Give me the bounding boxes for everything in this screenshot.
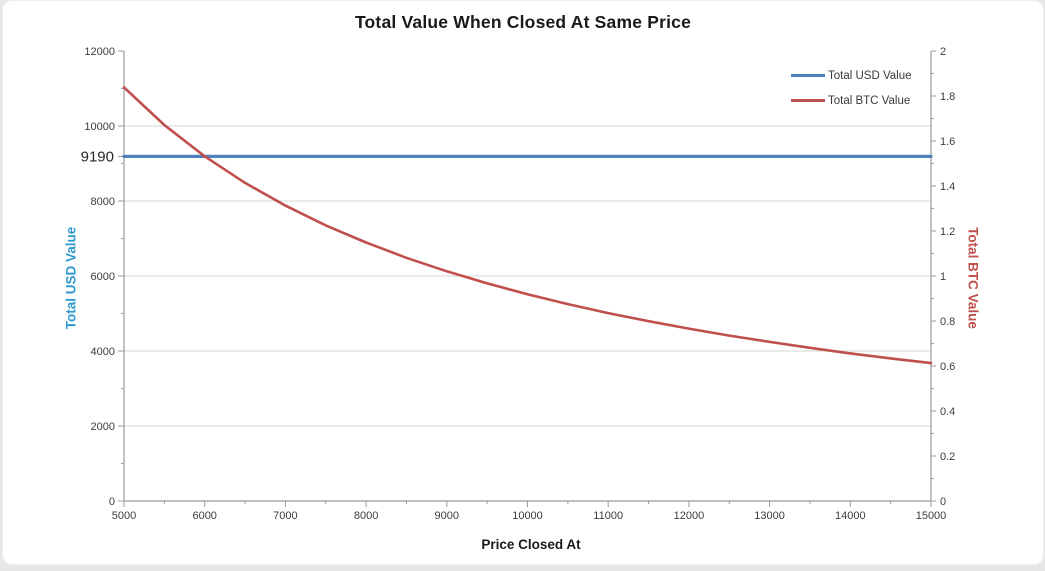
y-right-tick-label: 0.6	[940, 361, 955, 373]
y-right-tick-label: 0.2	[940, 451, 955, 463]
x-tick-label: 15000	[916, 510, 947, 522]
legend-line-btc-icon	[791, 99, 825, 102]
y-right-tick-label: 1.4	[940, 181, 955, 193]
y-left-tick-label: 0	[109, 496, 115, 508]
y-right-tick-label: 2	[940, 46, 946, 58]
y-right-tick-label: 1.8	[940, 91, 955, 103]
y-left-tick-label: 8000	[91, 196, 115, 208]
y-right-tick-label: 0	[940, 496, 946, 508]
x-tick-label: 13000	[754, 510, 785, 522]
y-left-tick-label: 4000	[91, 346, 115, 358]
series-line-total-btc-value	[122, 86, 933, 365]
x-tick-label: 9000	[435, 510, 459, 522]
legend-label-usd: Total USD Value	[828, 69, 912, 82]
legend-line-usd-icon	[791, 74, 825, 77]
chart-title: Total Value When Closed At Same Price	[354, 12, 692, 32]
x-tick-label: 14000	[835, 510, 866, 522]
legend-label-btc: Total BTC Value	[828, 94, 911, 107]
x-tick-label: 5000	[112, 510, 136, 522]
y-left-tick-label: 6000	[91, 271, 115, 283]
legend: Total USD Value Total BTC Value	[791, 63, 912, 113]
legend-item-btc: Total BTC Value	[791, 88, 912, 113]
y-right-tick-label: 1	[940, 271, 946, 283]
y-left-special-tick-label: 9190	[81, 148, 114, 165]
y-right-tick-label: 1.2	[940, 226, 955, 238]
y-right-tick-label: 0.8	[940, 316, 955, 328]
x-tick-label: 11000	[593, 510, 623, 522]
y-left-axis-title: Total USD Value	[63, 226, 79, 330]
x-axis-title: Price Closed At	[481, 537, 581, 552]
y-right-tick-label: 1.6	[940, 136, 955, 148]
y-left-tick-label: 2000	[91, 421, 115, 433]
y-left-tick-label: 10000	[84, 121, 115, 133]
y-right-axis-title: Total BTC Value	[965, 227, 981, 329]
x-tick-label: 6000	[192, 510, 216, 522]
x-tick-label: 8000	[354, 510, 378, 522]
x-tick-label: 10000	[512, 510, 543, 522]
plot-area: 0 2000 4000 6000 8000 10000 12000 9190 0 0.2 0.4 0.…	[81, 46, 956, 522]
x-tick-label: 12000	[674, 510, 705, 522]
x-tick-label: 7000	[273, 510, 297, 522]
y-right-tick-label: 0.4	[940, 406, 955, 418]
y-left-tick-label: 12000	[84, 46, 115, 58]
legend-item-usd: Total USD Value	[791, 63, 912, 88]
